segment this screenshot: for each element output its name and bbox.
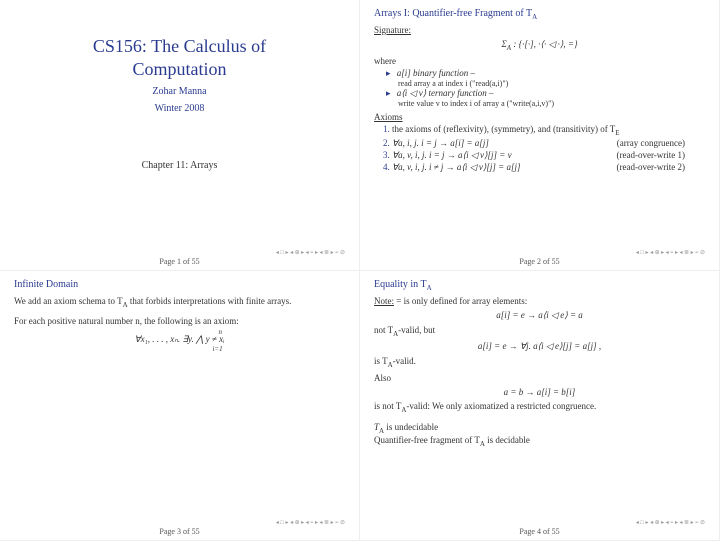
where-label: where bbox=[374, 56, 705, 66]
nav-icons: ◂ □ ▸ ◂ ⊕ ▸ ◂ ≡ ▸ ◂ ≣ ▸ ≡ ⊘ bbox=[276, 519, 345, 526]
p1: We add an axiom schema to TA that forbid… bbox=[14, 296, 345, 309]
b2-desc: write value v to index i of array a ("wr… bbox=[386, 99, 705, 108]
p1a: We add an axiom schema to T bbox=[14, 296, 123, 306]
slide3-title: Infinite Domain bbox=[14, 279, 345, 290]
nav-icons: ◂ □ ▸ ◂ ⊕ ▸ ◂ ≡ ▸ ◂ ≣ ▸ ≡ ⊘ bbox=[636, 249, 705, 256]
page-number: Page 4 of 55 bbox=[360, 527, 719, 536]
b1-desc: read array a at index i ("read(a,i)") bbox=[386, 79, 705, 88]
nv2: -valid, but bbox=[398, 325, 435, 335]
axiom-4: ∀a, v, i, j. i ≠ j → a⟨i ◁ v⟩[j] = a[j] (… bbox=[392, 162, 705, 173]
b2-text: a⟨i ◁ v⟩ ternary function – bbox=[397, 88, 494, 98]
note-rest: = is only defined for array elements: bbox=[394, 296, 527, 306]
b1-text: a[i] binary function – bbox=[397, 68, 475, 78]
axiom-1: the axioms of (reflexivity), (symmetry),… bbox=[392, 124, 705, 137]
p2: For each positive natural number n, the … bbox=[14, 316, 345, 326]
axioms-list: the axioms of (reflexivity), (symmetry),… bbox=[374, 124, 705, 173]
axioms-label: Axioms bbox=[374, 112, 705, 122]
undecidable: TA is undecidable bbox=[374, 422, 705, 435]
formula-1: a[i] = e → a⟨i ◁ e⟩ = a bbox=[374, 310, 705, 321]
ternary-fn: a⟨i ◁ v⟩ ternary function – write value … bbox=[386, 88, 705, 108]
author-name: Zohar Manna bbox=[14, 86, 345, 97]
nav-icons: ◂ □ ▸ ◂ ⊕ ▸ ◂ ≡ ▸ ◂ ≣ ▸ ≡ ⊘ bbox=[636, 519, 705, 526]
is-valid: is TA-valid. bbox=[374, 356, 705, 369]
dec1: Quantifier-free fragment of T bbox=[374, 435, 480, 445]
ax4-text: ∀a, v, i, j. i ≠ j → a⟨i ◁ v⟩[j] = a[j] bbox=[392, 162, 520, 173]
inv1: is not T bbox=[374, 401, 401, 411]
binary-fn: a[i] binary function – read array a at i… bbox=[386, 68, 705, 88]
iv2: -valid. bbox=[393, 356, 416, 366]
und2: is undecidable bbox=[384, 422, 438, 432]
bigwedge-top: n bbox=[218, 328, 222, 336]
ax2-text: ∀a, i, j. i = j → a[i] = a[j] bbox=[392, 138, 489, 149]
iv1: is T bbox=[374, 356, 388, 366]
formula-3: a = b → a[i] = b[i] bbox=[374, 387, 705, 397]
not-valid: not TA-valid, but bbox=[374, 325, 705, 338]
slide-1: CS156: The Calculus of Computation Zohar… bbox=[0, 0, 360, 271]
dec2: is decidable bbox=[485, 435, 530, 445]
axiom-formula: n ∀x₁, . . . , xₙ. ∃y. ⋀ y ≠ xᵢ i=1 bbox=[14, 334, 345, 345]
slide-2: Arrays I: Quantifier-free Fragment of TA… bbox=[360, 0, 720, 271]
slide4-title: Equality in TA bbox=[374, 279, 705, 292]
function-list: a[i] binary function – read array a at i… bbox=[374, 68, 705, 108]
course-title-line2: Computation bbox=[14, 59, 345, 80]
nav-icons: ◂ □ ▸ ◂ ⊕ ▸ ◂ ≡ ▸ ◂ ≣ ▸ ≡ ⊘ bbox=[276, 249, 345, 256]
formula-2: a[i] = e → ∀j. a⟨i ◁ e⟩[j] = a[j] , bbox=[374, 341, 705, 352]
ax3-text: ∀a, v, i, j. i = j → a⟨i ◁ v⟩[j] = v bbox=[392, 150, 512, 161]
axiom-3: ∀a, v, i, j. i = j → a⟨i ◁ v⟩[j] = v (rea… bbox=[392, 150, 705, 161]
t4-sub: A bbox=[427, 284, 432, 292]
sig-set: : {·[·], ·⟨· ◁ ·⟩, =} bbox=[511, 39, 577, 49]
axiom-2: ∀a, i, j. i = j → a[i] = a[j] (array cong… bbox=[392, 138, 705, 149]
note-label: Note: bbox=[374, 296, 394, 306]
ax3-tag: (read-over-write 1) bbox=[616, 150, 685, 161]
inv2: -valid: We only axiomatized a restricted… bbox=[406, 401, 596, 411]
note-line: Note: = is only defined for array elemen… bbox=[374, 296, 705, 306]
page-number: Page 1 of 55 bbox=[0, 257, 359, 266]
signature-line: Signature: bbox=[374, 25, 705, 35]
formula-body: ∀x₁, . . . , xₙ. ∃y. ⋀ y ≠ xᵢ bbox=[134, 334, 224, 344]
is-not-valid: is not TA-valid: We only axiomatized a r… bbox=[374, 401, 705, 414]
title-text: Arrays I: Quantifier-free Fragment of T bbox=[374, 8, 532, 19]
sig-label: Signature: bbox=[374, 25, 411, 35]
slide-3: Infinite Domain We add an axiom schema t… bbox=[0, 271, 360, 541]
slide2-title: Arrays I: Quantifier-free Fragment of TA bbox=[374, 8, 705, 21]
ax1-sub: E bbox=[615, 129, 619, 137]
t4-text: Equality in T bbox=[374, 279, 427, 290]
title-sub: A bbox=[532, 13, 537, 21]
chapter-title: Chapter 11: Arrays bbox=[14, 160, 345, 171]
p1b: that forbids interpretations with finite… bbox=[128, 296, 292, 306]
page-number: Page 2 of 55 bbox=[360, 257, 719, 266]
ax4-tag: (read-over-write 2) bbox=[616, 162, 685, 173]
ax1-text: the axioms of (reflexivity), (symmetry),… bbox=[392, 124, 615, 134]
signature-formula: ΣA : {·[·], ·⟨· ◁ ·⟩, =} bbox=[374, 39, 705, 52]
nv1: not T bbox=[374, 325, 393, 335]
page-number: Page 3 of 55 bbox=[0, 527, 359, 536]
course-title-line1: CS156: The Calculus of bbox=[14, 36, 345, 57]
ax2-tag: (array congruence) bbox=[617, 138, 685, 149]
slide-4: Equality in TA Note: = is only defined f… bbox=[360, 271, 720, 541]
term: Winter 2008 bbox=[14, 103, 345, 114]
also-label: Also bbox=[374, 373, 705, 383]
bigwedge-bot: i=1 bbox=[212, 345, 222, 353]
decidable: Quantifier-free fragment of TA is decida… bbox=[374, 435, 705, 448]
